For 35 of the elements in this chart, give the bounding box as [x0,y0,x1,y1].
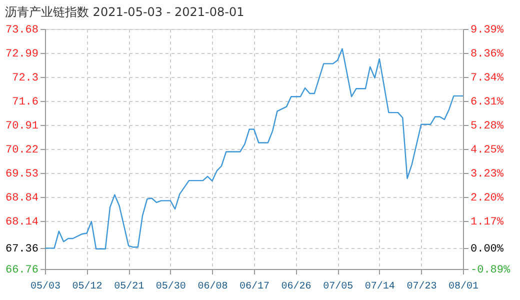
y-tick-label: 70.91 [5,120,39,133]
y-tick-label: 72.99 [5,48,38,60]
x-tick-label: 06/08 [198,280,228,292]
y2-tick-label: 7.34% [470,72,504,84]
x-tick-label: 05/21 [114,280,144,292]
y-tick-label: 68.84 [5,192,39,204]
x-tick-label: 05/12 [72,280,102,292]
y2-tick-label: 4.25% [470,144,504,156]
y2-tick-label: 8.36% [470,48,504,61]
x-tick-label: 07/05 [323,280,354,292]
y-tick-label: 68.14 [5,216,39,229]
x-tick-label: 07/23 [406,280,437,292]
y-tick-label: 71.6 [12,96,38,109]
line-series [44,48,464,250]
x-tick-label: 05/03 [30,280,61,292]
y2-tick-label: 1.17% [470,216,504,228]
x-tick-label: 06/17 [239,280,270,292]
y-tick-label: 72.3 [12,72,38,84]
y-tick-label: 70.22 [5,144,38,156]
y2-tick-label: -0.89% [470,264,511,276]
y2-tick-label: 0.00% [470,244,504,256]
x-tick-label: 08/01 [448,280,479,292]
y2-tick-label: 6.31% [470,96,504,108]
y-tick-label: 67.36 [5,244,38,256]
x-tick-label: 06/26 [281,280,312,292]
y-tick-label: 66.76 [5,264,38,276]
y2-tick-label: 3.23% [470,168,504,180]
x-tick-label: 05/30 [156,280,186,292]
x-tick-label: 07/14 [364,280,395,292]
y-tick-label: 73.68 [5,24,38,36]
y2-tick-label: 2.20% [470,192,504,204]
y-tick-label: 69.53 [5,168,38,180]
y2-tick-label: 9.39% [470,24,504,36]
chart-title: 沥青产业链指数 2021-05-03 - 2021-08-01 [4,5,244,19]
y2-tick-label: 5.28% [470,120,504,132]
